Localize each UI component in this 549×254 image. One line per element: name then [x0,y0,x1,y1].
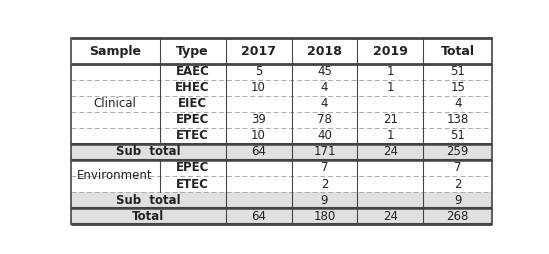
Text: ETEC: ETEC [176,178,209,190]
Text: Sub  total: Sub total [116,194,181,207]
Text: 9: 9 [454,194,462,207]
Text: 2017: 2017 [241,44,276,57]
Text: 171: 171 [313,146,336,158]
Text: Sub  total: Sub total [116,146,181,158]
Bar [71,80,492,96]
Text: 4: 4 [454,97,462,110]
Text: 1: 1 [386,129,394,142]
Bar [71,160,492,176]
Text: 64: 64 [251,146,266,158]
Bar [71,192,492,208]
Text: EIEC: EIEC [178,97,207,110]
Text: 180: 180 [313,210,335,223]
Text: 24: 24 [383,146,398,158]
Bar [71,208,492,224]
Bar [71,38,492,64]
Text: 268: 268 [446,210,469,223]
Text: 7: 7 [321,162,328,174]
Text: 40: 40 [317,129,332,142]
Bar [71,128,492,144]
Text: Environment: Environment [77,169,153,182]
Text: 2: 2 [321,178,328,190]
Text: 1: 1 [386,65,394,78]
Text: 39: 39 [251,113,266,126]
Text: EHEC: EHEC [175,81,210,94]
Text: 21: 21 [383,113,398,126]
Text: 24: 24 [383,210,398,223]
Text: 138: 138 [446,113,469,126]
Text: 78: 78 [317,113,332,126]
Text: EPEC: EPEC [176,113,209,126]
Text: 4: 4 [321,81,328,94]
Text: 15: 15 [450,81,465,94]
Text: Clinical: Clinical [94,97,137,110]
Text: 51: 51 [450,129,465,142]
Text: 64: 64 [251,210,266,223]
Text: 51: 51 [450,65,465,78]
Text: EAEC: EAEC [176,65,210,78]
Text: Total: Total [441,44,475,57]
Text: 10: 10 [251,129,266,142]
Text: 5: 5 [255,65,262,78]
Text: EPEC: EPEC [176,162,209,174]
Bar [71,144,492,160]
Text: 4: 4 [321,97,328,110]
Bar [71,112,492,128]
Text: Sample: Sample [89,44,141,57]
Text: 1: 1 [386,81,394,94]
Text: 2019: 2019 [373,44,408,57]
Text: 10: 10 [251,81,266,94]
Text: ETEC: ETEC [176,129,209,142]
Text: 9: 9 [321,194,328,207]
Text: 7: 7 [454,162,462,174]
Bar [71,96,492,112]
Bar [71,64,492,80]
Bar [71,176,492,192]
Text: Total: Total [132,210,164,223]
Text: 2018: 2018 [307,44,342,57]
Text: 259: 259 [446,146,469,158]
Text: Type: Type [176,44,209,57]
Text: 45: 45 [317,65,332,78]
Text: 2: 2 [454,178,462,190]
